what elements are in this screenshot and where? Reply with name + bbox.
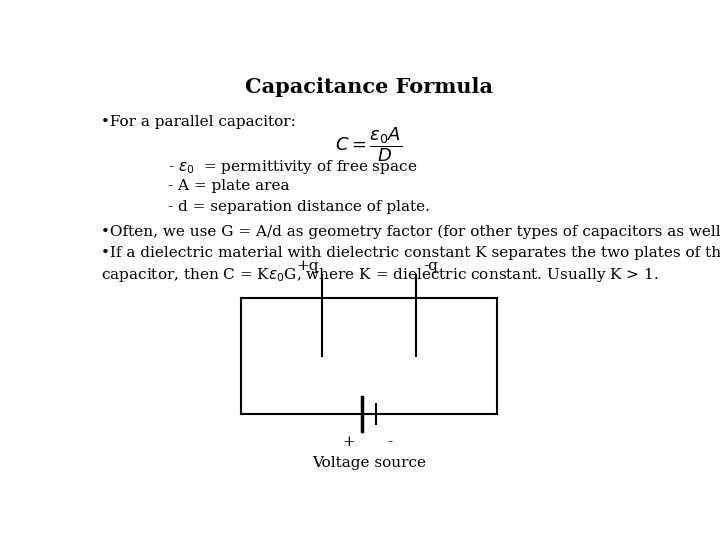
Text: - A = plate area: - A = plate area <box>168 179 289 193</box>
Text: $C = \dfrac{\varepsilon_0 A}{D}$: $C = \dfrac{\varepsilon_0 A}{D}$ <box>336 125 402 164</box>
Text: +q: +q <box>297 259 319 273</box>
Text: - d = separation distance of plate.: - d = separation distance of plate. <box>168 200 430 214</box>
Text: •Often, we use G = A/d as geometry factor (for other types of capacitors as well: •Often, we use G = A/d as geometry facto… <box>101 225 720 239</box>
Text: - $\varepsilon_0$  = permittivity of free space: - $\varepsilon_0$ = permittivity of free… <box>168 158 418 177</box>
Text: -: - <box>387 435 392 449</box>
Text: •If a dielectric material with dielectric constant K separates the two plates of: •If a dielectric material with dielectri… <box>101 246 720 260</box>
Text: +: + <box>342 435 355 449</box>
Text: capacitor, then C = K$\varepsilon_0$G, where K = dielectric constant. Usually K : capacitor, then C = K$\varepsilon_0$G, w… <box>101 266 659 285</box>
Text: Capacitance Formula: Capacitance Formula <box>245 77 493 97</box>
Text: Voltage source: Voltage source <box>312 456 426 470</box>
Text: -q: -q <box>423 259 438 273</box>
Text: •For a parallel capacitor:: •For a parallel capacitor: <box>101 114 296 129</box>
